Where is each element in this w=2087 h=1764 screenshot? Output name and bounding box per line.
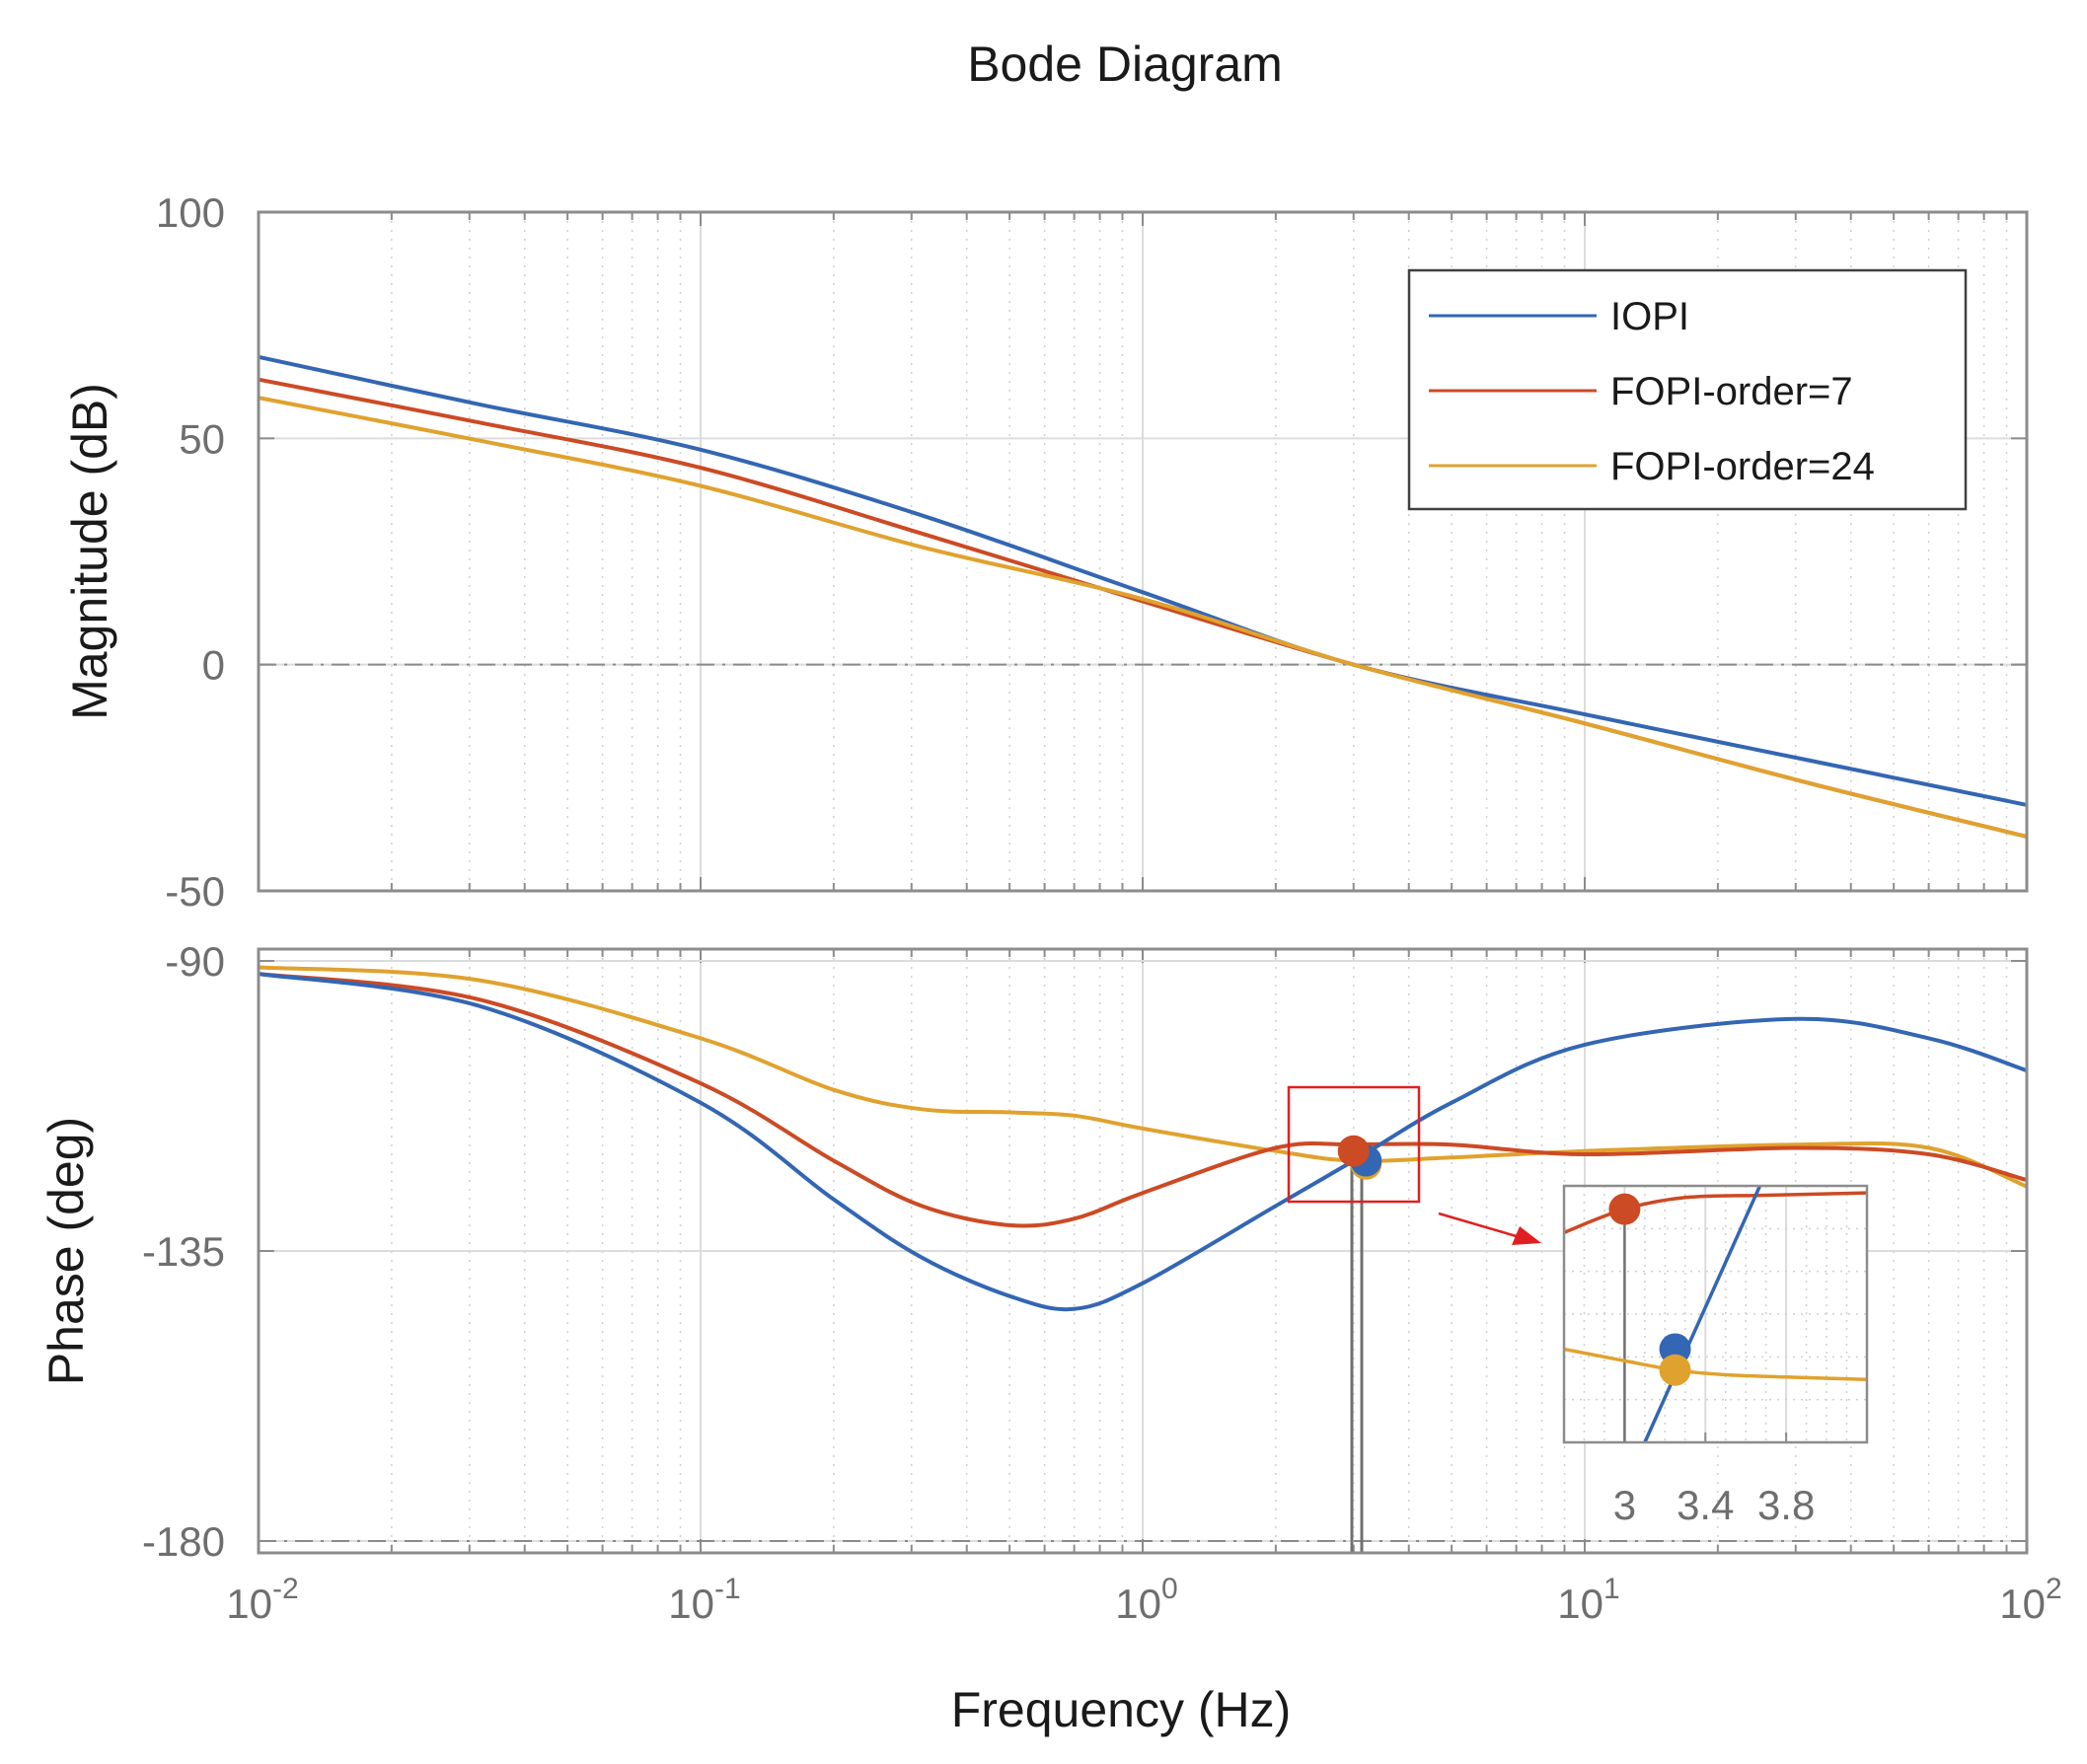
phase-line-iopi — [258, 972, 2028, 1312]
zoom-arrow-head — [1512, 1226, 1541, 1245]
phase-line-fopi-order-7 — [258, 972, 2028, 1228]
phase-marker-fopi-order-7 — [1337, 1135, 1370, 1167]
magnitude-line-fopi-order-24 — [258, 396, 2028, 839]
inset-xtick-label: 3.4 — [1677, 1482, 1734, 1528]
inset-line-iopi — [1643, 1185, 1762, 1443]
inset-markers — [1608, 1193, 1691, 1386]
x-tick-exponent: -2 — [272, 1573, 299, 1605]
x-tick-exponent: 1 — [1603, 1573, 1620, 1605]
legend: IOPI FOPI-order=7 FOPI-order=24 — [1407, 268, 1968, 511]
inset-marker-fopi-order-7 — [1608, 1193, 1641, 1225]
inset-xtick-label: 3.8 — [1757, 1482, 1815, 1528]
phase-ytick-label: -135 — [142, 1228, 225, 1275]
magnitude-ytick-label: 0 — [202, 642, 225, 689]
magnitude-ytick-label: 50 — [179, 415, 225, 462]
magnitude-y-ticks: 100 50 0 -50 — [156, 189, 225, 915]
legend-label-fopi7: FOPI-order=7 — [1610, 370, 1853, 413]
phase-ytick-label: -90 — [165, 938, 225, 985]
magnitude-panel: 100 50 0 -50 Magnitude (dB) IOPI FOPI-order… — [62, 189, 2029, 915]
x-tick-label: 102 — [1999, 1573, 2061, 1627]
inset-marker-fopi-order-24 — [1659, 1354, 1691, 1386]
x-tick-label: 10-2 — [226, 1573, 298, 1627]
inset-xtick-label: 3 — [1613, 1482, 1636, 1528]
x-tick-exponent: 2 — [2046, 1573, 2062, 1605]
zoom-region-box — [1287, 1085, 1421, 1204]
inset-axes-box — [1562, 1184, 1869, 1444]
phase-axes-box — [257, 947, 2029, 1555]
phase-ylabel: Phase (deg) — [38, 1117, 94, 1385]
magnitude-ytick-label: -50 — [165, 868, 225, 915]
x-tick-label: 10-1 — [668, 1573, 740, 1627]
x-tick-label: 100 — [1115, 1573, 1177, 1627]
inset-series — [1563, 1185, 1868, 1443]
x-tick-exponent: -1 — [714, 1573, 741, 1605]
phase-panel: -90 -135 -180 Phase (deg) 3 3.4 3.8 — [38, 938, 2029, 1565]
phase-ytick-label: -180 — [142, 1518, 225, 1565]
phase-series — [258, 965, 2028, 1312]
chart-title: Bode Diagram — [967, 37, 1283, 92]
x-tick-base: 10 — [668, 1580, 714, 1627]
legend-label-fopi24: FOPI-order=24 — [1610, 445, 1875, 488]
magnitude-series — [258, 354, 2028, 839]
x-tick-base: 10 — [226, 1580, 272, 1627]
inset-line-fopi-order-7 — [1563, 1191, 1868, 1234]
magnitude-ytick-label: 100 — [156, 189, 225, 236]
x-tick-base: 10 — [1115, 1580, 1161, 1627]
magnitude-ylabel: Magnitude (dB) — [62, 383, 117, 720]
legend-label-iopi: IOPI — [1610, 295, 1689, 338]
zoom-arrow-line — [1438, 1212, 1521, 1239]
phase-line-fopi-order-24 — [258, 965, 2028, 1189]
x-tick-base: 10 — [1557, 1580, 1603, 1627]
inset-line-fopi-order-24 — [1563, 1347, 1868, 1381]
x-axis-label: Frequency (Hz) — [951, 1682, 1292, 1737]
x-tick-label: 101 — [1557, 1573, 1619, 1627]
x-tick-base: 10 — [1999, 1580, 2046, 1627]
magnitude-line-iopi — [258, 354, 2028, 807]
x-axis-ticks: 10-2 10-1 100 101 102 — [226, 1573, 2061, 1627]
inset-zoom: 3 3.4 3.8 — [1562, 1184, 1869, 1528]
phase-y-ticks: -90 -135 -180 — [142, 938, 225, 1565]
phase-markers — [1337, 1135, 1382, 1180]
magnitude-axes-box — [257, 210, 2029, 893]
x-tick-exponent: 0 — [1161, 1573, 1178, 1605]
inset-x-ticks: 3 3.4 3.8 — [1613, 1482, 1816, 1528]
